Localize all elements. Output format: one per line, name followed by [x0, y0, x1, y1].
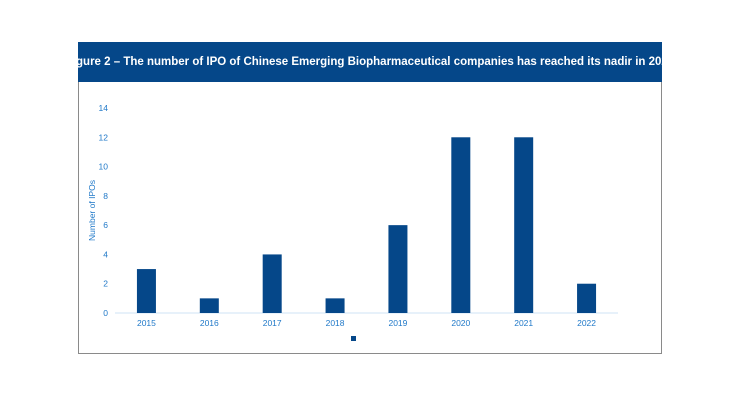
bar-2019: [388, 225, 408, 313]
x-tick-label: 2016: [200, 318, 219, 328]
bar-2020: [451, 137, 471, 313]
figure-title: Figure 2 – The number of IPO of Chinese …: [65, 56, 675, 68]
bar-2018: [325, 298, 345, 313]
x-tick-label: 2021: [514, 318, 533, 328]
bar-2017: [262, 254, 282, 313]
y-tick-label: 8: [103, 191, 108, 201]
legend-marker: [351, 336, 356, 341]
x-tick-label: 2022: [577, 318, 596, 328]
bar-2022: [577, 283, 597, 313]
chart-frame: [78, 82, 662, 354]
y-tick-label: 10: [99, 162, 109, 172]
x-tick-label: 2015: [137, 318, 156, 328]
y-axis-title: Number of IPOs: [87, 180, 97, 241]
figure-title-bar: Figure 2 – The number of IPO of Chinese …: [66, 42, 674, 82]
bar-2021: [514, 137, 534, 313]
bar-2015: [136, 269, 156, 313]
x-tick-label: 2017: [263, 318, 282, 328]
x-tick-label: 2018: [326, 318, 345, 328]
x-tick-label: 2019: [388, 318, 407, 328]
bar-2016: [199, 298, 219, 313]
y-tick-label: 0: [103, 308, 108, 318]
y-tick-label: 2: [103, 279, 108, 289]
y-tick-label: 4: [103, 249, 108, 259]
y-tick-label: 12: [99, 132, 109, 142]
x-tick-label: 2020: [451, 318, 470, 328]
y-tick-label: 6: [103, 220, 108, 230]
y-tick-label: 14: [99, 103, 109, 113]
